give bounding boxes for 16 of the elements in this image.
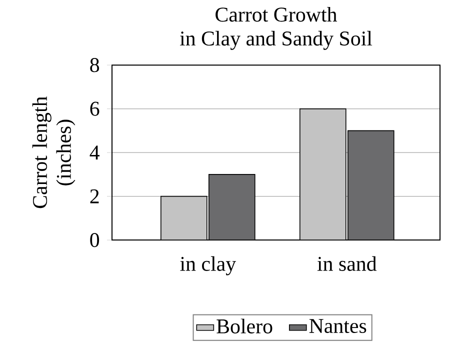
y-tick-label: 0 [90,232,100,248]
bar [347,130,394,240]
chart-subtitle: in Clay and Sandy Soil [180,30,372,50]
y-tick-label: 4 [90,146,100,160]
y-tick-label: 8 [90,58,100,72]
bar [208,174,256,240]
bar [160,196,208,240]
y-tick-label: 6 [90,102,100,116]
y-axis-title: Carrot length (inches) [32,96,76,208]
y-tick-label: 2 [90,189,99,204]
bar [299,108,346,240]
legend-label: Nantes [309,319,366,334]
x-tick-label: in clay [180,256,236,276]
chart-title: Carrot Growth [216,6,338,22]
legend-label: Bolero [216,318,272,334]
x-tick-label: in sand [317,256,377,271]
